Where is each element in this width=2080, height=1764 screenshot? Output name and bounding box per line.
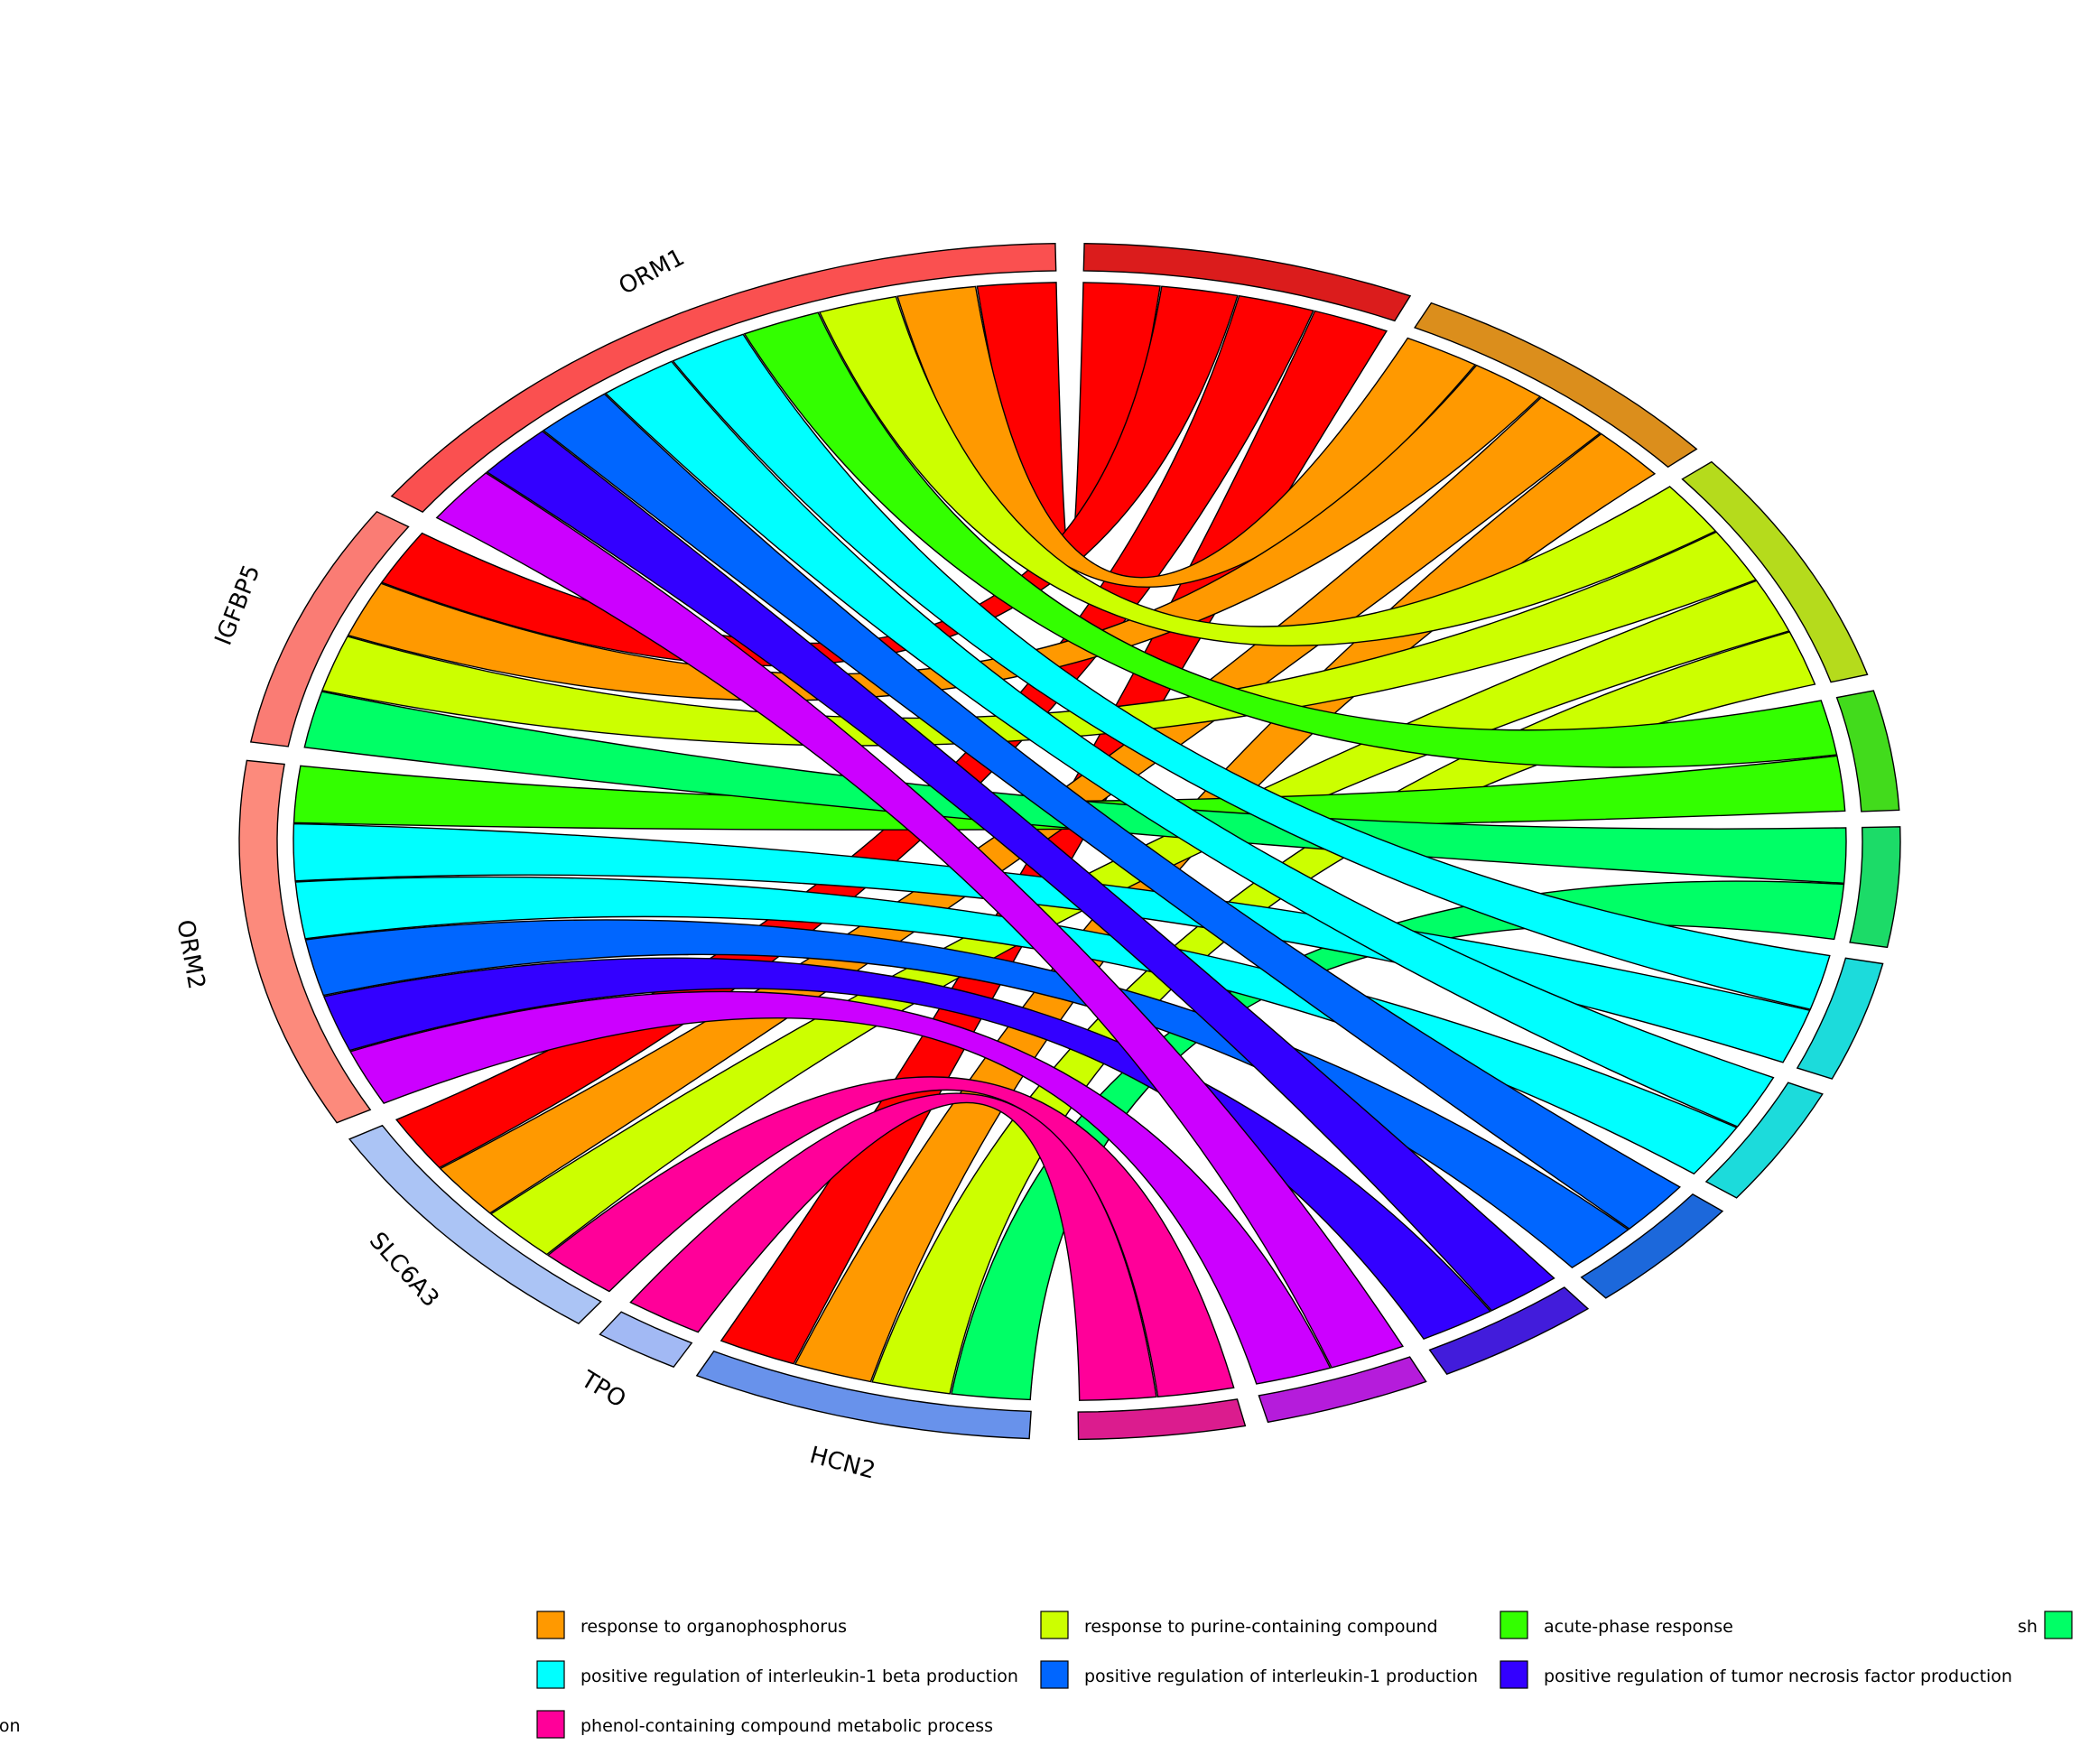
term-arc-response-to-purine-containing-compound: [1681, 460, 1869, 683]
term-arc-positive-regulation-of-interleukin-1-production: [1580, 1193, 1724, 1299]
gene-arc-tpo: [599, 1311, 693, 1369]
ribbon-cellular-response-to-camp-orm1: [672, 333, 1831, 1010]
ribbon-response-to-purine-containing-compound-orm1: [818, 295, 1717, 646]
gene-arc-hcn2: [695, 1350, 1032, 1440]
legend-swatch-4: [2044, 1611, 2073, 1639]
term-arc-acute-phase-response: [1835, 690, 1900, 812]
gene-arc-igfbp5: [249, 510, 410, 747]
term-arc-cellular-response-to-camp: [1796, 957, 1884, 1080]
legend-label-10: phenol-containing compound metabolic pro…: [580, 1716, 993, 1736]
legend-label-8: positive regulation of tumor necrosis fa…: [1544, 1667, 2012, 1686]
gene-arc-orm1: [390, 242, 1057, 513]
gene-arc-slc6a3: [348, 1124, 602, 1324]
term-arc-positive-regulation-of-interleukin-1-beta-production: [1704, 1082, 1824, 1199]
legend-label-2: response to purine-containing compound: [1084, 1617, 1438, 1637]
legend-swatch-2: [1040, 1611, 1069, 1639]
gene-label-orm2: ORM2: [171, 918, 209, 992]
legend-label-6: positive regulation of interleukin-1 bet…: [580, 1667, 1018, 1686]
legend-swatch-6: [536, 1660, 565, 1689]
legend-swatch-3: [1500, 1611, 1528, 1639]
term-arc-short-chain-fatty-acid-metabolic-process: [1849, 826, 1901, 949]
legend-swatch-8: [1500, 1660, 1528, 1689]
legend-label-3: acute-phase response: [1544, 1617, 1733, 1637]
legend-label-4: sh: [2018, 1617, 2038, 1637]
ribbon-positive-regulation-of-tumor-necrosis-factor-production-orm1: [486, 430, 1555, 1312]
gene-label-igfbp5: IGFBP5: [210, 562, 266, 649]
term-arc-positive-regulation-of-tumor-necrosis-factor-production: [1428, 1286, 1590, 1376]
legend-swatch-7: [1040, 1660, 1069, 1689]
ribbon-positive-regulation-of-interleukin-1-beta-production-orm1: [604, 360, 1775, 1128]
gene-label-hcn2: HCN2: [807, 1442, 878, 1485]
term-arc-response-to-organophosphorus: [1414, 302, 1698, 469]
ribbon-positive-regulation-of-tumor-necrosis-factor-superfamily-cytokine-production-orm1: [435, 472, 1404, 1369]
arcs: ORM1 IGFBP5 ORM2 SLC6A3 TPO HCN2: [171, 242, 1901, 1485]
ribbons: [292, 282, 1847, 1401]
term-arc-response-to-camp: [1082, 242, 1412, 322]
ribbon-positive-regulation-of-tumor-necrosis-factor-superfamily-cytokine-production-orm2: [349, 990, 1332, 1385]
ribbon-acute-phase-response-orm1: [743, 311, 1838, 768]
term-arc-phenol-containing-compound-metabolic-process: [1077, 1398, 1247, 1441]
term-arc-positive-regulation-of-tumor-necrosis-factor-superfamily-cytokine-production: [1258, 1356, 1427, 1424]
gene-label-tpo: TPO: [575, 1366, 630, 1414]
gene-label-slc6a3: SLC6A3: [364, 1227, 444, 1313]
legend-label-7: positive regulation of interleukin-1 pro…: [1084, 1667, 1478, 1686]
legend-swatch-10: [536, 1710, 565, 1739]
legend-swatch-1: [536, 1611, 565, 1639]
ribbon-positive-regulation-of-interleukin-1-production-orm1: [542, 393, 1681, 1230]
legend-label-9: on of tumor necrosis factor superfamily …: [0, 1716, 21, 1736]
legend-label-1: response to organophosphorus: [580, 1617, 847, 1637]
gene-arc-orm2: [238, 759, 372, 1124]
gene-label-orm1: ORM1: [615, 244, 690, 301]
ribbon-phenol-containing-compound-metabolic-process-tpo: [629, 1092, 1157, 1401]
